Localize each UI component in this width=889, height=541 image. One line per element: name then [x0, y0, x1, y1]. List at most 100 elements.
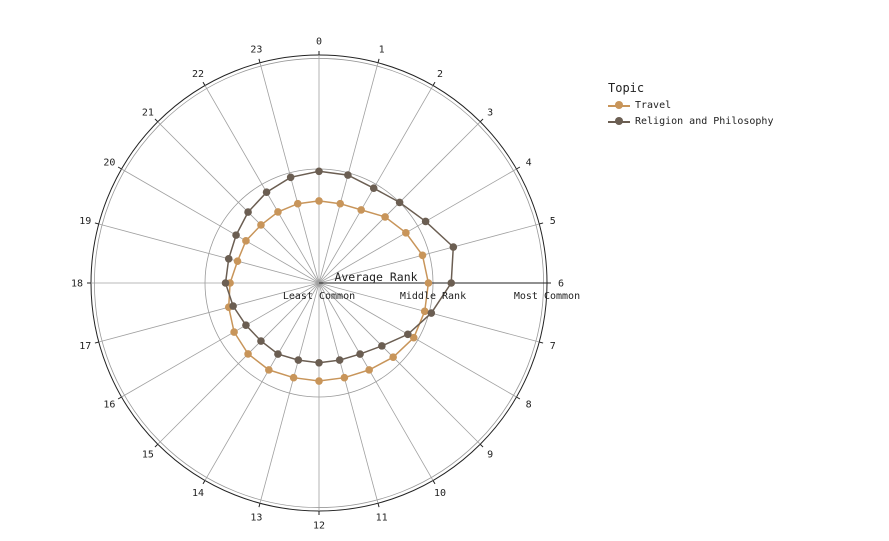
spoke-11	[318, 282, 379, 504]
angular-tick-label-9: 9	[487, 450, 493, 461]
series-layer	[221, 167, 458, 385]
radial-tick-label-1: Middle Rank	[400, 291, 466, 302]
spoke-13	[259, 282, 320, 504]
angular-tick-19	[94, 222, 99, 225]
data-point-travel-5	[418, 251, 427, 260]
data-point-travel-11	[340, 373, 349, 382]
data-point-travel-10	[365, 366, 373, 374]
data-point-travel-16	[230, 328, 238, 336]
spoke-14	[204, 282, 320, 481]
angular-tick-20	[117, 166, 122, 170]
spoke-9	[318, 282, 481, 445]
data-point-travel-0	[315, 197, 323, 205]
data-point-travel-6	[424, 279, 433, 287]
spoke-15	[157, 282, 320, 445]
radial-tick-label-0: Least Common	[283, 291, 355, 302]
angular-tick-label-18: 18	[71, 279, 83, 290]
angular-tick-label-13: 13	[250, 512, 262, 523]
spoke-4	[318, 168, 517, 284]
data-point-travel-9	[389, 353, 397, 361]
data-point-religion-and-philosophy-10	[356, 350, 364, 358]
legend-title: Topic	[608, 81, 645, 95]
data-point-religion-and-philosophy-7	[427, 309, 436, 317]
data-point-travel-23	[293, 199, 302, 208]
spoke-20	[121, 168, 320, 284]
data-point-religion-and-philosophy-9	[378, 342, 386, 350]
data-point-religion-and-philosophy-12	[315, 359, 323, 367]
legend-swatch-religion-and-philosophy	[608, 116, 630, 126]
data-point-travel-19	[233, 257, 242, 265]
angular-tick-15	[154, 443, 159, 448]
spoke-23	[259, 62, 320, 284]
data-point-religion-and-philosophy-16	[242, 321, 250, 329]
angular-tick-label-11: 11	[376, 512, 388, 523]
angular-tick-label-23: 23	[250, 45, 262, 56]
spoke-8	[318, 282, 517, 398]
spoke-21	[157, 121, 320, 284]
spoke-5	[318, 223, 540, 284]
data-point-travel-21	[257, 221, 265, 229]
angular-tick-label-2: 2	[437, 69, 443, 80]
angular-tick-1	[377, 58, 380, 63]
angular-tick-14	[202, 480, 206, 485]
angular-tick-label-4: 4	[526, 158, 532, 169]
legend-label-religion-and-philosophy: Religion and Philosophy	[635, 115, 774, 127]
legend-swatch-travel	[608, 100, 630, 110]
polar-grid	[87, 51, 551, 515]
data-point-travel-12	[315, 377, 323, 385]
data-point-religion-and-philosophy-1	[344, 171, 352, 179]
data-point-religion-and-philosophy-17	[229, 302, 237, 310]
data-point-travel-20	[242, 237, 250, 245]
data-point-religion-and-philosophy-20	[232, 231, 240, 239]
legend: Topic Travel Religion and Philosophy	[608, 81, 773, 129]
radial-tick-label-2: Most Common	[514, 291, 580, 302]
spoke-10	[318, 282, 434, 481]
angular-tick-label-7: 7	[550, 341, 556, 352]
data-point-travel-15	[244, 350, 252, 358]
data-point-religion-and-philosophy-21	[244, 208, 252, 216]
spoke-16	[121, 282, 320, 398]
data-point-religion-and-philosophy-22	[262, 188, 271, 196]
data-point-travel-14	[265, 366, 273, 374]
data-point-religion-and-philosophy-0	[315, 167, 323, 176]
data-point-religion-and-philosophy-18	[221, 279, 230, 287]
data-point-religion-and-philosophy-2	[369, 184, 378, 193]
data-point-religion-and-philosophy-11	[335, 356, 344, 364]
angular-tick-label-19: 19	[79, 216, 91, 227]
data-point-travel-2	[357, 206, 365, 214]
angular-tick-label-17: 17	[79, 341, 91, 352]
angular-tick-4	[516, 166, 521, 170]
angular-tick-label-22: 22	[192, 69, 204, 80]
legend-item-travel: Travel	[608, 97, 773, 113]
angular-tick-label-3: 3	[487, 107, 493, 118]
angular-tick-label-12: 12	[313, 521, 325, 532]
legend-label-travel: Travel	[635, 99, 672, 111]
angular-tick-17	[94, 341, 99, 344]
angular-tick-11	[377, 503, 380, 508]
data-point-religion-and-philosophy-14	[274, 350, 282, 358]
data-point-travel-7	[420, 307, 429, 316]
data-point-travel-13	[289, 373, 298, 382]
angular-tick-label-6: 6	[558, 279, 564, 290]
angular-tick-5	[539, 222, 544, 225]
angular-tick-10	[432, 480, 436, 485]
angular-tick-7	[539, 341, 544, 344]
angular-tick-3	[479, 118, 484, 123]
data-point-religion-and-philosophy-5	[449, 243, 458, 251]
axis-labels: 01234567891011121314151617181920212223Le…	[71, 37, 580, 532]
data-point-travel-8	[409, 333, 418, 342]
angular-tick-16	[117, 396, 122, 400]
data-point-travel-4	[402, 229, 410, 237]
data-point-religion-and-philosophy-19	[224, 255, 233, 263]
angular-tick-label-14: 14	[192, 488, 204, 499]
angular-tick-2	[432, 81, 436, 86]
angular-tick-label-1: 1	[379, 45, 385, 56]
angular-tick-label-16: 16	[103, 400, 115, 411]
angular-tick-label-21: 21	[142, 107, 154, 118]
data-point-religion-and-philosophy-13	[294, 356, 303, 364]
legend-item-religion-and-philosophy: Religion and Philosophy	[608, 113, 773, 129]
angular-tick-13	[258, 503, 261, 508]
data-point-religion-and-philosophy-4	[421, 217, 430, 226]
data-point-travel-22	[274, 208, 282, 216]
angular-tick-21	[154, 118, 159, 123]
